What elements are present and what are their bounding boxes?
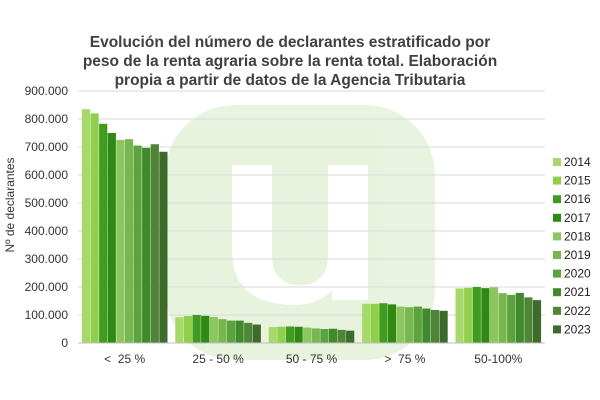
bar-2019-4	[405, 307, 414, 343]
x-tick-label: 50-100%	[474, 352, 522, 366]
bar-2020-2	[226, 320, 236, 343]
bar-2023-5	[532, 300, 542, 343]
legend-label: 2021	[564, 285, 591, 299]
legend: 2014 2015 2016 2017 2018 2019 2020 2021 2022 2023	[553, 155, 591, 336]
chart-title-line: propia a partir de datos de la Agencia T…	[114, 72, 466, 89]
bar-2021-1	[142, 147, 151, 343]
bar-2014-4	[362, 303, 371, 343]
y-tick-label: 700.000	[25, 140, 69, 154]
bar-2020-1	[133, 145, 142, 343]
legend-label: 2020	[564, 267, 591, 281]
bar-2014-5	[455, 288, 464, 343]
bar-2017-3	[294, 326, 303, 343]
y-tick-label: 800.000	[25, 112, 69, 126]
bar-2020-5	[507, 294, 516, 343]
bar-2021-2	[235, 320, 244, 343]
legend-swatch	[553, 176, 561, 185]
bar-2015-1	[90, 113, 99, 344]
legend-label: 2014	[564, 155, 591, 169]
bar-2021-5	[515, 292, 524, 343]
y-tick-label: 200.000	[25, 280, 69, 294]
bar-2016-3	[285, 326, 295, 343]
legend-label: 2016	[564, 192, 591, 206]
bar-2017-1	[107, 133, 116, 343]
bar-2023-2	[252, 324, 261, 343]
legend-label: 2023	[564, 322, 591, 336]
legend-label: 2022	[564, 304, 591, 318]
y-tick-label: 100.000	[25, 308, 69, 322]
bar-2014-2	[175, 317, 184, 343]
bar-2021-4	[422, 308, 431, 343]
bar-2017-2	[201, 315, 210, 343]
bar-2016-5	[472, 287, 481, 343]
legend-label: 2017	[564, 211, 591, 225]
bar-2019-3	[311, 328, 320, 343]
bar-2022-4	[430, 309, 440, 343]
bar-2017-4	[387, 304, 397, 343]
bar-2015-4	[370, 303, 379, 343]
bar-2016-2	[192, 315, 201, 343]
legend-swatch	[553, 213, 561, 222]
bar-2018-2	[209, 316, 218, 343]
bar-2022-5	[524, 297, 533, 343]
legend-label: 2019	[564, 248, 591, 262]
legend-label: 2018	[564, 229, 591, 243]
bar-2023-4	[439, 310, 448, 343]
bar-2019-2	[218, 319, 227, 343]
bar-2022-2	[244, 322, 253, 343]
y-tick-label: 0	[61, 336, 68, 350]
legend-swatch	[553, 269, 561, 278]
y-tick-label: 500.000	[25, 196, 69, 210]
legend-swatch	[553, 251, 561, 259]
legend-swatch	[553, 288, 561, 297]
legend-swatch	[553, 306, 561, 315]
y-tick-label: 400.000	[25, 224, 69, 238]
y-axis-label: Nº de declarantes	[3, 157, 17, 252]
legend-label: 2015	[564, 174, 591, 188]
chart-title: Evolución del número de declarantes estr…	[40, 33, 540, 90]
legend-swatch	[553, 232, 561, 241]
bar-2018-4	[396, 306, 405, 343]
bar-2015-3	[277, 326, 286, 343]
logo-watermark	[165, 105, 435, 360]
bars-group	[81, 109, 542, 344]
chart-title-line: Evolución del número de declarantes estr…	[89, 34, 491, 51]
bar-2015-2	[183, 316, 193, 343]
bar-2023-1	[159, 151, 168, 343]
bar-2021-3	[328, 328, 338, 343]
legend-swatch	[553, 195, 561, 204]
bar-2022-1	[150, 144, 159, 343]
bar-2016-4	[379, 303, 388, 343]
x-tick-label: > 75 %	[384, 352, 425, 366]
bar-2020-4	[413, 306, 422, 343]
x-tick-label: < 25 %	[104, 352, 145, 366]
legend-swatch	[553, 325, 561, 334]
axes: 0 100.000 200.000 300.000 400.000 500.000 600.…	[25, 84, 545, 366]
x-tick-label: 50 - 75 %	[286, 352, 338, 366]
bar-2018-5	[489, 287, 499, 343]
bar-2023-3	[346, 330, 355, 343]
legend-swatch	[553, 158, 561, 166]
y-tick-label: 600.000	[25, 168, 69, 182]
bar-2022-3	[337, 329, 346, 343]
x-tick-label: 25 - 50 %	[192, 352, 244, 366]
y-tick-label: 900.000	[25, 84, 69, 98]
bar-2019-1	[124, 139, 134, 343]
bar-2019-5	[498, 293, 507, 343]
bar-2020-3	[320, 329, 329, 343]
bar-2018-3	[303, 327, 312, 343]
bar-2015-5	[464, 287, 473, 343]
bar-2014-3	[268, 327, 277, 343]
bar-2016-1	[99, 123, 108, 343]
chart-title-line: peso de la renta agraria sobre la renta …	[82, 53, 498, 70]
bar-2018-1	[116, 140, 125, 343]
bar-2017-5	[481, 288, 490, 343]
y-tick-label: 300.000	[25, 252, 69, 266]
bar-2014-1	[81, 109, 91, 343]
